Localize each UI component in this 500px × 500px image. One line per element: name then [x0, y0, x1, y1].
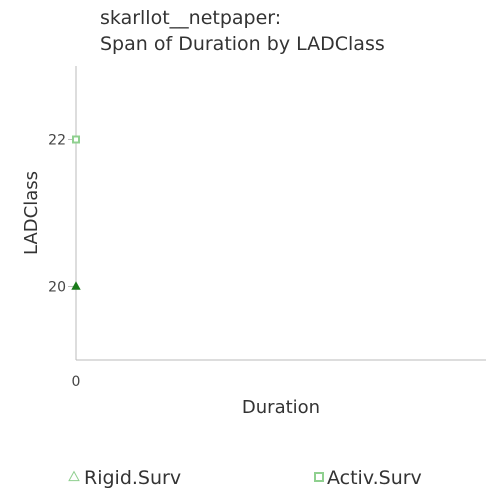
legend: Rigid.Surv Activ.Surv [68, 467, 422, 489]
legend-marker-activ-surv [314, 472, 324, 482]
y-tick-label: 20 [48, 280, 66, 296]
y-tick-label: 22 [48, 133, 66, 149]
chart-title-line-1: skarllot__netpaper: [100, 7, 281, 29]
legend-label-rigid-surv: Rigid.Surv [84, 467, 181, 489]
data-point-activ-surv [72, 135, 80, 144]
y-axis-label: LADClass [21, 171, 42, 255]
data-point-rigid-surv [71, 281, 81, 290]
legend-label-activ-surv: Activ.Surv [327, 467, 422, 489]
chart-title-line-2: Span of Duration by LADClass [100, 33, 385, 55]
x-axis-label: Duration [242, 397, 320, 418]
points-layer [71, 135, 81, 290]
x-tick-label: 0 [72, 374, 81, 390]
legend-marker-rigid-surv [68, 470, 80, 482]
